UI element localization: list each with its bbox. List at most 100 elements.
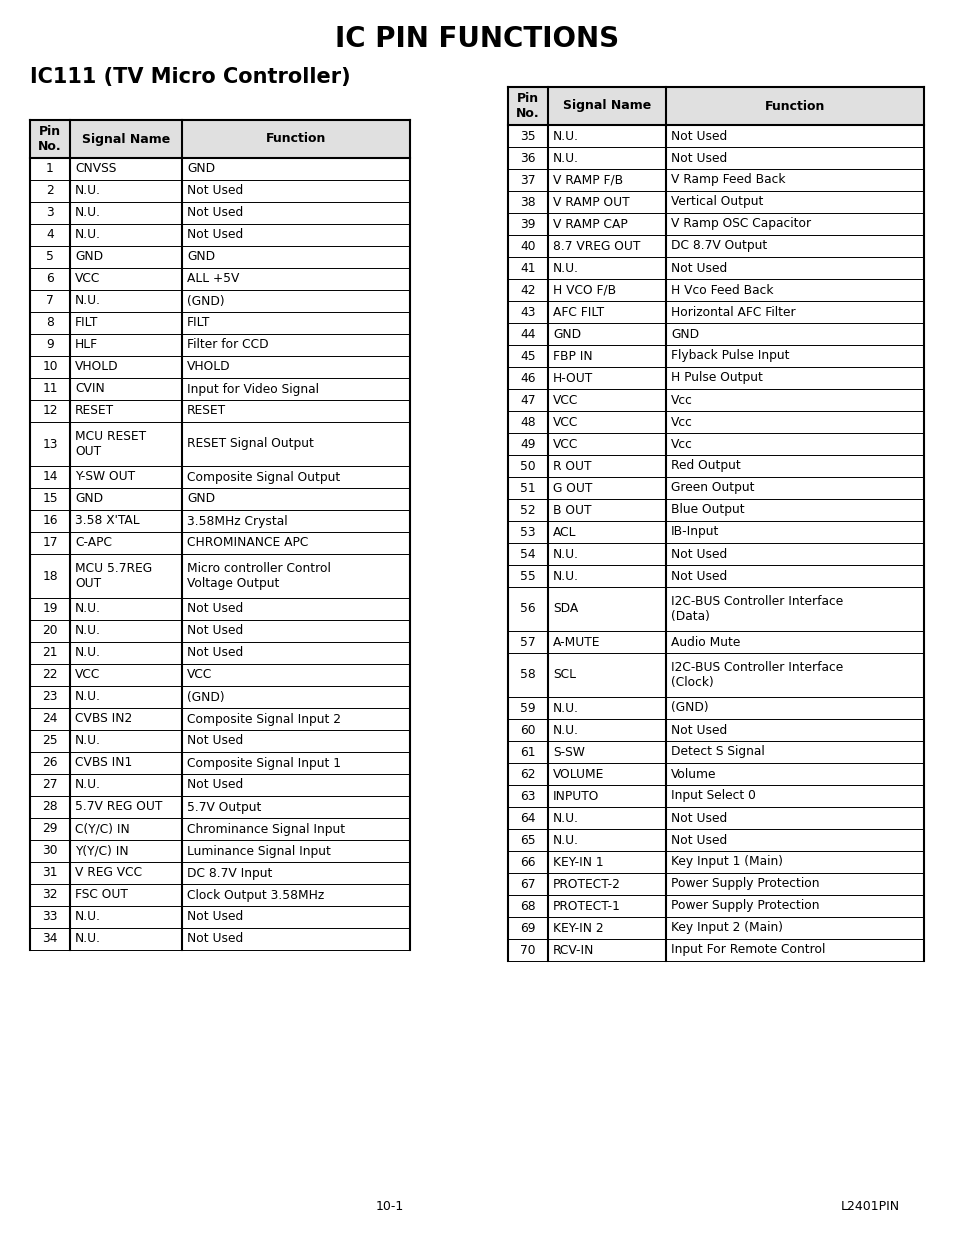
Text: 5.7V Output: 5.7V Output <box>187 800 261 814</box>
Text: Input For Remote Control: Input For Remote Control <box>670 944 824 956</box>
Bar <box>30 862 410 884</box>
Bar <box>30 906 410 927</box>
Text: ACL: ACL <box>553 526 576 538</box>
Text: 11: 11 <box>42 383 58 395</box>
Text: Horizontal AFC Filter: Horizontal AFC Filter <box>670 305 795 319</box>
Text: MCU RESET
OUT: MCU RESET OUT <box>75 430 146 458</box>
Text: 17: 17 <box>42 536 58 550</box>
Text: 44: 44 <box>519 327 536 341</box>
Text: G OUT: G OUT <box>553 482 592 494</box>
Text: 10: 10 <box>42 361 58 373</box>
Text: Volume: Volume <box>670 767 716 781</box>
Text: 66: 66 <box>519 856 536 868</box>
Text: I2C-BUS Controller Interface
(Data): I2C-BUS Controller Interface (Data) <box>670 595 842 622</box>
Text: 61: 61 <box>519 746 536 758</box>
Bar <box>507 564 923 587</box>
Bar <box>30 268 410 290</box>
Text: FSC OUT: FSC OUT <box>75 888 128 902</box>
Text: Not Used: Not Used <box>670 834 726 846</box>
Text: H Vco Feed Back: H Vco Feed Back <box>670 284 773 296</box>
Text: 14: 14 <box>42 471 58 483</box>
Text: 28: 28 <box>42 800 58 814</box>
Text: FILT: FILT <box>75 316 98 330</box>
Text: PROTECT-2: PROTECT-2 <box>553 878 620 890</box>
Text: 8: 8 <box>46 316 54 330</box>
Bar <box>30 510 410 532</box>
Bar <box>30 120 410 158</box>
Text: Not Used: Not Used <box>670 547 726 561</box>
Bar <box>507 631 923 653</box>
Text: V REG VCC: V REG VCC <box>75 867 142 879</box>
Text: 25: 25 <box>42 735 58 747</box>
Bar <box>30 466 410 488</box>
Text: 54: 54 <box>519 547 536 561</box>
Text: 24: 24 <box>42 713 58 725</box>
Bar <box>30 333 410 356</box>
Text: N.U.: N.U. <box>553 834 578 846</box>
Text: 51: 51 <box>519 482 536 494</box>
Text: (GND): (GND) <box>670 701 708 715</box>
Text: HLF: HLF <box>75 338 98 352</box>
Bar <box>507 829 923 851</box>
Text: Audio Mute: Audio Mute <box>670 636 740 648</box>
Text: FBP IN: FBP IN <box>553 350 592 363</box>
Text: ALL +5V: ALL +5V <box>187 273 239 285</box>
Text: Vcc: Vcc <box>670 437 692 451</box>
Bar <box>30 774 410 797</box>
Text: Pin
No.: Pin No. <box>38 125 62 153</box>
Text: Not Used: Not Used <box>187 184 243 198</box>
Text: RESET: RESET <box>187 405 226 417</box>
Text: 52: 52 <box>519 504 536 516</box>
Text: S-SW: S-SW <box>553 746 584 758</box>
Text: 45: 45 <box>519 350 536 363</box>
Bar <box>507 719 923 741</box>
Text: N.U.: N.U. <box>553 724 578 736</box>
Bar <box>507 763 923 785</box>
Text: 4: 4 <box>46 228 53 242</box>
Text: 21: 21 <box>42 646 58 659</box>
Text: 31: 31 <box>42 867 58 879</box>
Text: 6: 6 <box>46 273 53 285</box>
Bar <box>507 169 923 191</box>
Bar <box>507 257 923 279</box>
Bar <box>30 488 410 510</box>
Text: AFC FILT: AFC FILT <box>553 305 603 319</box>
Text: Function: Function <box>764 100 824 112</box>
Text: Vcc: Vcc <box>670 415 692 429</box>
Text: N.U.: N.U. <box>75 184 101 198</box>
Text: L2401PIN: L2401PIN <box>840 1200 899 1214</box>
Text: CNVSS: CNVSS <box>75 163 116 175</box>
Text: 18: 18 <box>42 569 58 583</box>
Text: CVBS IN1: CVBS IN1 <box>75 757 132 769</box>
Text: Signal Name: Signal Name <box>82 132 170 146</box>
Text: V RAMP F/B: V RAMP F/B <box>553 173 622 186</box>
Text: 27: 27 <box>42 778 58 792</box>
Text: CHROMINANCE APC: CHROMINANCE APC <box>187 536 308 550</box>
Text: 30: 30 <box>42 845 58 857</box>
Text: N.U.: N.U. <box>75 932 101 946</box>
Text: 70: 70 <box>519 944 536 956</box>
Text: Not Used: Not Used <box>670 811 726 825</box>
Text: B OUT: B OUT <box>553 504 591 516</box>
Text: Y-SW OUT: Y-SW OUT <box>75 471 135 483</box>
Bar <box>507 499 923 521</box>
Text: 10-1: 10-1 <box>375 1200 404 1214</box>
Text: Not Used: Not Used <box>187 228 243 242</box>
Text: SDA: SDA <box>553 603 578 615</box>
Text: I2C-BUS Controller Interface
(Clock): I2C-BUS Controller Interface (Clock) <box>670 661 842 689</box>
Text: GND: GND <box>553 327 580 341</box>
Text: N.U.: N.U. <box>553 569 578 583</box>
Bar <box>30 203 410 224</box>
Text: N.U.: N.U. <box>75 646 101 659</box>
Bar <box>30 246 410 268</box>
Text: 64: 64 <box>519 811 536 825</box>
Text: Input Select 0: Input Select 0 <box>670 789 755 803</box>
Bar <box>30 180 410 203</box>
Text: 37: 37 <box>519 173 536 186</box>
Text: V Ramp Feed Back: V Ramp Feed Back <box>670 173 784 186</box>
Text: Not Used: Not Used <box>670 724 726 736</box>
Text: 3.58MHz Crystal: 3.58MHz Crystal <box>187 515 287 527</box>
Text: 42: 42 <box>519 284 536 296</box>
Bar <box>507 851 923 873</box>
Text: Vcc: Vcc <box>670 394 692 406</box>
